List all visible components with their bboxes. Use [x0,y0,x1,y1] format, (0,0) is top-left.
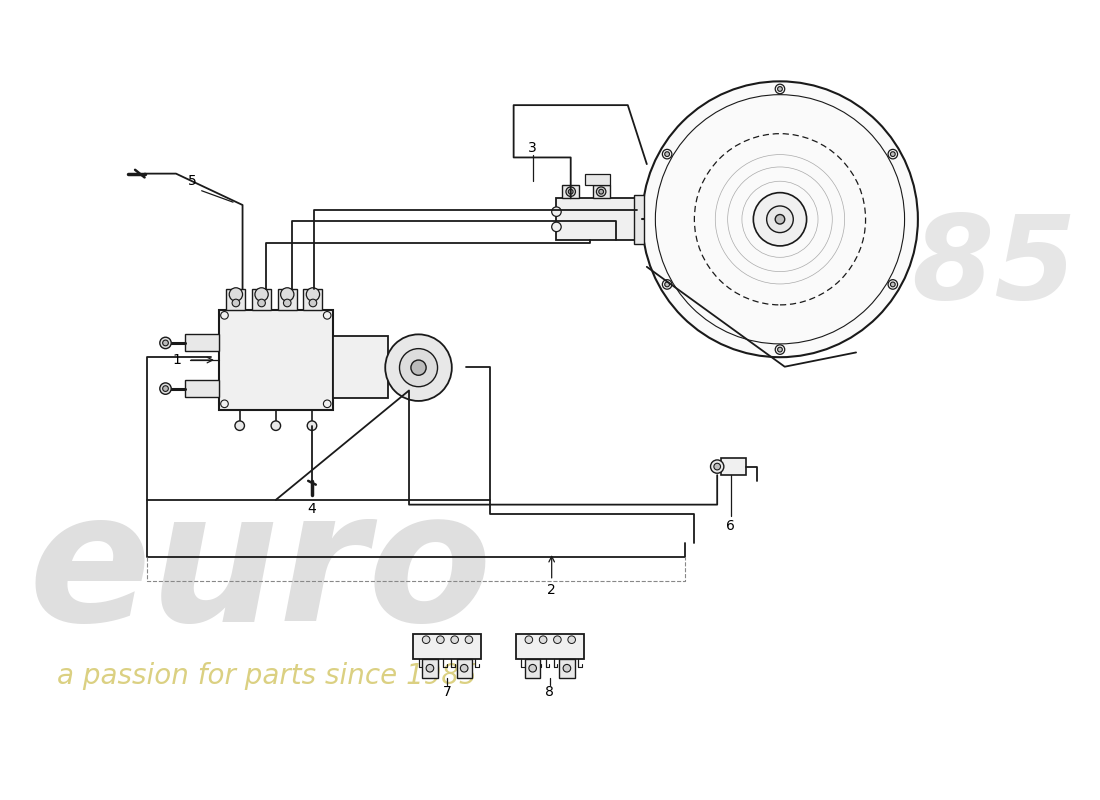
Circle shape [596,187,606,197]
Bar [412,634,482,658]
Circle shape [235,421,244,430]
Circle shape [284,299,292,306]
Circle shape [754,193,806,246]
Bar [304,289,322,310]
Circle shape [271,421,281,430]
Bar [525,658,540,678]
Circle shape [776,345,784,354]
Ellipse shape [399,349,438,386]
Circle shape [568,636,575,643]
Bar [585,174,609,185]
Text: 1985: 1985 [749,210,1077,324]
Circle shape [306,288,320,301]
Circle shape [776,214,784,224]
Circle shape [888,280,898,289]
Circle shape [257,299,265,306]
Circle shape [890,152,895,157]
Circle shape [221,311,229,319]
Circle shape [451,636,459,643]
Circle shape [529,665,537,672]
Circle shape [552,207,561,217]
Bar [252,289,271,310]
Circle shape [461,665,468,672]
Circle shape [569,190,573,194]
Bar [186,380,219,397]
Bar [593,185,609,198]
Text: 3: 3 [528,141,537,155]
Circle shape [465,636,473,643]
Circle shape [323,400,331,408]
Circle shape [255,288,268,301]
Circle shape [642,82,917,357]
Text: 5: 5 [188,174,197,188]
Circle shape [163,386,168,391]
Circle shape [778,86,782,91]
Circle shape [539,636,547,643]
Circle shape [563,665,571,672]
Text: 2: 2 [548,583,557,598]
Circle shape [160,338,172,349]
Bar [277,289,297,310]
Circle shape [566,187,575,197]
Bar [333,336,388,398]
Bar [422,658,438,678]
Circle shape [598,190,604,194]
Circle shape [280,288,294,301]
Ellipse shape [411,360,426,375]
Text: euro: euro [29,483,493,659]
Circle shape [229,288,243,301]
Circle shape [662,150,672,159]
Circle shape [160,383,172,394]
Circle shape [662,280,672,289]
Text: a passion for parts since 1985: a passion for parts since 1985 [57,662,476,690]
Circle shape [221,400,229,408]
Circle shape [426,665,433,672]
Circle shape [711,460,724,474]
Bar [557,198,640,240]
Circle shape [553,636,561,643]
Circle shape [767,206,793,233]
Ellipse shape [385,334,452,401]
Text: 7: 7 [442,685,451,699]
Circle shape [778,347,782,352]
Circle shape [664,282,670,287]
Bar [635,194,643,244]
Circle shape [664,152,670,157]
Bar [562,185,580,198]
Text: 1: 1 [173,353,182,367]
Text: 4: 4 [308,502,317,516]
Circle shape [776,84,784,94]
Circle shape [437,636,444,643]
Text: 6: 6 [726,518,735,533]
Circle shape [888,150,898,159]
Bar [516,634,584,658]
Bar [559,658,574,678]
Bar [219,310,333,410]
Circle shape [525,636,532,643]
Circle shape [307,421,317,430]
Circle shape [163,340,168,346]
Circle shape [890,282,895,287]
Circle shape [323,311,331,319]
Circle shape [714,463,720,470]
Circle shape [422,636,430,643]
Circle shape [552,222,561,232]
Bar [186,334,219,351]
Circle shape [309,299,317,306]
Bar [720,458,746,475]
Circle shape [232,299,240,306]
Bar [456,658,472,678]
Text: 8: 8 [546,685,554,699]
Bar [227,289,245,310]
